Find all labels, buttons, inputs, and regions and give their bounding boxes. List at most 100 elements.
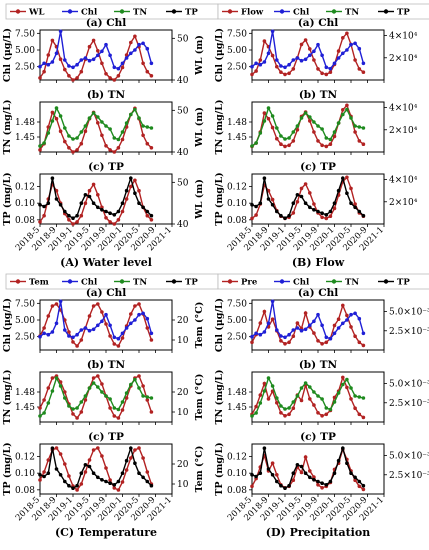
y2-tick-label: 50 (177, 178, 189, 188)
subplot-title: (c) TP (88, 431, 124, 443)
data-point-tem (83, 398, 88, 402)
data-point-pre (361, 415, 366, 420)
data-point-pre (357, 340, 362, 345)
subplot-title: (b) TN (87, 359, 126, 371)
data-point-tp (104, 209, 108, 214)
series-line-flow (251, 103, 364, 148)
data-point-tp (133, 191, 137, 195)
data-point-tp (283, 216, 287, 220)
y-tick-label: 5.00 (15, 46, 35, 56)
y2-axis-label: Tem (°C) (194, 446, 205, 493)
y-tick-label: 5.00 (227, 316, 247, 326)
data-point-chl (104, 312, 108, 317)
data-point-tp (145, 209, 150, 214)
data-point-tp (38, 473, 42, 477)
data-point-pre (299, 470, 304, 475)
data-point-wl (149, 74, 154, 78)
data-point-tp (149, 483, 154, 488)
data-point-tem (145, 326, 150, 330)
data-point-tem (124, 396, 129, 400)
legend-marker-tn (119, 9, 125, 14)
data-point-chl (141, 311, 145, 316)
y2-tick-label: 5.0×10⁻³ (389, 452, 429, 462)
data-point-pre (361, 343, 366, 348)
data-point-tn (145, 125, 150, 129)
data-point-wl (42, 213, 46, 218)
data-point-tem (79, 410, 84, 414)
data-point-pre (332, 323, 337, 328)
data-point-wl (100, 61, 104, 66)
data-point-chl (104, 42, 108, 47)
data-point-tem (137, 302, 141, 306)
data-point-chl (279, 334, 283, 338)
y-tick-label: 0.10 (227, 199, 247, 209)
y-tick-label: 1.48 (15, 388, 35, 398)
data-point-chl (87, 58, 92, 63)
legend-label-tn: TN (133, 8, 147, 18)
y2-tick-label: 40 (177, 76, 189, 86)
y2-tick-label: 20 (177, 460, 189, 470)
data-point-flow (283, 72, 287, 77)
data-point-tn (145, 395, 150, 399)
data-point-chl (328, 336, 333, 341)
data-point-chl (100, 49, 104, 54)
data-point-chl (129, 321, 133, 326)
data-point-tp (299, 194, 304, 199)
data-point-chl (83, 326, 88, 330)
data-point-tem (141, 384, 145, 388)
data-point-wl (145, 69, 150, 74)
data-point-tp (71, 486, 75, 491)
data-point-chl (133, 318, 137, 322)
data-point-pre (250, 340, 254, 345)
y-axis-label: TP (mg/L) (2, 442, 13, 495)
data-point-pre (279, 411, 283, 415)
y-axis-label: Chl (μg/L) (2, 298, 13, 352)
data-point-chl (83, 56, 88, 60)
data-point-flow (353, 202, 357, 206)
data-point-tn (320, 397, 324, 401)
data-point-wl (58, 57, 63, 61)
data-point-wl (83, 129, 88, 133)
data-point-tn (332, 130, 337, 134)
data-point-tn (287, 406, 291, 410)
y2-tick-label: 2×10⁴ (389, 54, 418, 64)
data-point-chl (266, 321, 271, 326)
data-point-chl (75, 332, 79, 337)
y2-tick-label: 2×10⁴ (389, 198, 418, 208)
data-point-tem (120, 408, 125, 412)
data-point-tp (42, 204, 46, 209)
y-axis-label: TP (mg/L) (214, 442, 225, 495)
data-point-chl (46, 332, 51, 337)
data-point-flow (324, 72, 329, 77)
data-point-tp (149, 213, 154, 218)
data-point-tp (328, 209, 333, 214)
data-point-tp (295, 193, 300, 197)
data-point-chl (79, 328, 84, 332)
data-point-tp (254, 204, 258, 209)
data-point-chl (345, 48, 349, 52)
data-point-flow (316, 139, 320, 143)
data-point-tp (299, 464, 304, 469)
data-point-tp (96, 205, 100, 210)
data-point-chl (299, 58, 304, 63)
data-point-chl (279, 64, 283, 68)
data-point-tn (96, 385, 100, 389)
data-point-chl (42, 331, 46, 336)
y-axis-label: Chl (μg/L) (2, 28, 13, 82)
data-point-tp (120, 201, 125, 205)
data-point-tem (100, 310, 104, 314)
y-tick-label: 0.08 (15, 486, 35, 496)
data-point-tem (63, 390, 67, 394)
data-point-chl (287, 332, 291, 337)
data-point-wl (100, 205, 104, 210)
data-point-chl (341, 51, 345, 56)
y2-tick-label: 50 (177, 106, 189, 116)
series-line-tp (39, 445, 152, 490)
data-point-pre (353, 406, 357, 411)
data-point-flow (341, 36, 345, 40)
y-tick-label: 7.50 (15, 29, 35, 39)
data-point-tn (133, 107, 137, 112)
y-axis-label: TN (mg/L) (2, 370, 13, 425)
data-point-chl (312, 49, 316, 54)
data-point-tp (145, 479, 150, 484)
